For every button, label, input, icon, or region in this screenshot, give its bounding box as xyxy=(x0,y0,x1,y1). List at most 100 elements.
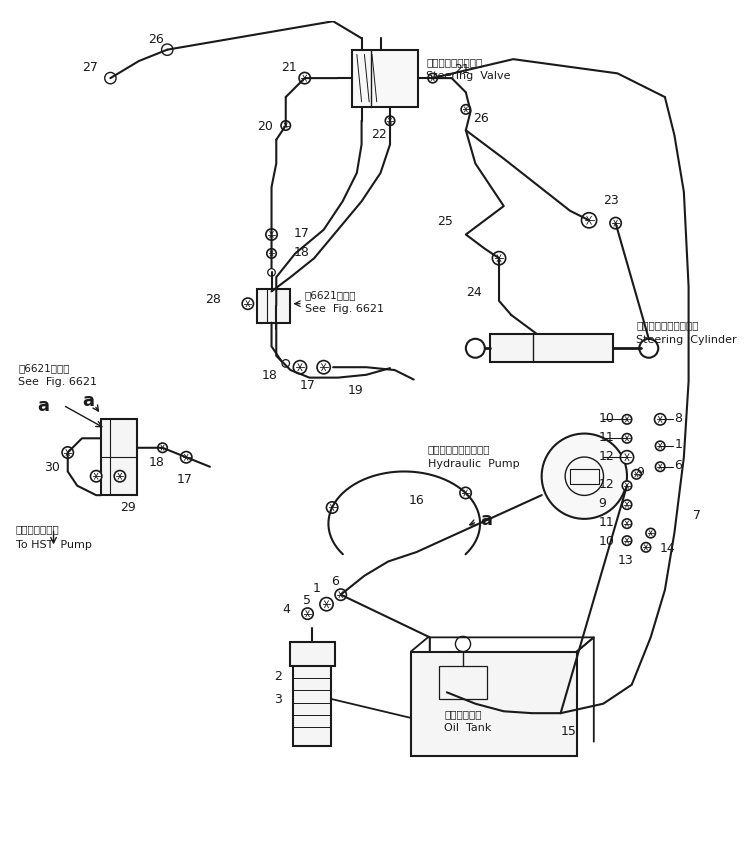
Text: 6: 6 xyxy=(674,458,682,472)
Text: 25: 25 xyxy=(437,215,454,227)
Circle shape xyxy=(632,470,641,480)
Text: See  Fig. 6621: See Fig. 6621 xyxy=(19,377,98,387)
Text: 6: 6 xyxy=(331,574,339,587)
Circle shape xyxy=(299,73,310,84)
Text: Steering  Valve: Steering Valve xyxy=(426,72,511,81)
Circle shape xyxy=(646,529,656,538)
Circle shape xyxy=(335,590,346,601)
Text: 18: 18 xyxy=(262,369,278,382)
Circle shape xyxy=(493,252,505,266)
Circle shape xyxy=(461,106,471,115)
Circle shape xyxy=(161,45,173,56)
Text: ステアリングバルブ: ステアリングバルブ xyxy=(426,57,482,67)
Text: 1: 1 xyxy=(674,437,682,450)
Text: 第6621図参照: 第6621図参照 xyxy=(19,363,70,373)
Text: 28: 28 xyxy=(205,293,221,306)
Text: 26: 26 xyxy=(473,112,489,125)
Text: To HST  Pump: To HST Pump xyxy=(16,538,92,549)
Text: 12: 12 xyxy=(599,449,614,463)
Circle shape xyxy=(180,452,192,463)
Circle shape xyxy=(428,74,437,83)
Text: 23: 23 xyxy=(603,193,619,207)
Text: 3: 3 xyxy=(274,693,282,705)
Circle shape xyxy=(460,487,472,499)
Text: 22: 22 xyxy=(371,128,387,141)
Circle shape xyxy=(104,73,116,84)
Text: Steering  Cylinder: Steering Cylinder xyxy=(636,334,737,344)
Text: a: a xyxy=(480,510,492,528)
Circle shape xyxy=(610,218,621,229)
Text: 第6621図参照: 第6621図参照 xyxy=(305,290,356,300)
Text: See  Fig. 6621: See Fig. 6621 xyxy=(305,304,384,314)
Text: 2: 2 xyxy=(274,669,282,682)
Circle shape xyxy=(302,608,313,619)
Text: 7: 7 xyxy=(693,508,701,521)
Text: 9: 9 xyxy=(636,465,644,479)
Text: 13: 13 xyxy=(617,554,633,567)
Text: 18: 18 xyxy=(294,245,309,259)
Text: 10: 10 xyxy=(599,412,614,424)
Text: ハイドロリックポンプ: ハイドロリックポンプ xyxy=(428,443,490,453)
Bar xyxy=(258,291,291,323)
Circle shape xyxy=(266,229,277,241)
Text: a: a xyxy=(82,392,94,410)
Circle shape xyxy=(320,598,333,611)
Circle shape xyxy=(623,434,632,444)
Circle shape xyxy=(623,500,632,509)
Circle shape xyxy=(62,447,74,458)
Text: 21: 21 xyxy=(281,61,297,74)
Text: 15: 15 xyxy=(561,724,577,737)
Text: 26: 26 xyxy=(148,32,164,46)
Text: 24: 24 xyxy=(466,285,481,298)
Circle shape xyxy=(541,434,627,519)
Circle shape xyxy=(90,471,102,482)
Text: 14: 14 xyxy=(660,541,676,554)
Text: オイルタンク: オイルタンク xyxy=(444,708,481,718)
Text: Oil  Tank: Oil Tank xyxy=(444,722,491,733)
Text: 5: 5 xyxy=(303,593,311,607)
Circle shape xyxy=(317,361,330,374)
Circle shape xyxy=(385,117,395,126)
Text: 20: 20 xyxy=(258,120,273,133)
Circle shape xyxy=(294,361,306,374)
Text: 11: 11 xyxy=(599,430,614,443)
Text: 29: 29 xyxy=(120,500,136,514)
Text: 17: 17 xyxy=(294,227,309,239)
Circle shape xyxy=(623,481,632,491)
Circle shape xyxy=(114,471,125,482)
Text: 1: 1 xyxy=(312,581,320,594)
Text: 11: 11 xyxy=(599,515,614,528)
Bar xyxy=(411,652,577,756)
Circle shape xyxy=(281,122,291,131)
Bar xyxy=(101,420,137,496)
Circle shape xyxy=(581,214,596,228)
Text: ＨＳＴポンプへ: ＨＳＴポンプへ xyxy=(16,524,59,533)
Text: 16: 16 xyxy=(409,494,425,507)
Text: 17: 17 xyxy=(176,472,192,485)
Circle shape xyxy=(623,415,632,424)
Text: ステアリングシリンダ: ステアリングシリンダ xyxy=(636,320,699,331)
Bar xyxy=(294,661,331,746)
Circle shape xyxy=(654,414,666,425)
Circle shape xyxy=(656,441,665,451)
Text: 17: 17 xyxy=(300,378,316,391)
Bar xyxy=(290,642,335,666)
Circle shape xyxy=(641,543,650,552)
Circle shape xyxy=(620,451,634,464)
Circle shape xyxy=(327,502,338,514)
Text: 21: 21 xyxy=(454,63,470,76)
Bar xyxy=(352,50,418,107)
Text: 18: 18 xyxy=(148,456,164,469)
Circle shape xyxy=(623,519,632,529)
Text: 9: 9 xyxy=(599,497,606,509)
Bar xyxy=(439,666,487,699)
Circle shape xyxy=(267,250,276,259)
Text: 30: 30 xyxy=(44,461,60,474)
Text: 10: 10 xyxy=(599,534,614,548)
Text: 12: 12 xyxy=(599,478,614,491)
Bar xyxy=(490,335,613,363)
Text: 8: 8 xyxy=(674,412,683,424)
Text: a: a xyxy=(38,397,50,415)
Circle shape xyxy=(623,536,632,546)
Text: 19: 19 xyxy=(348,383,363,396)
